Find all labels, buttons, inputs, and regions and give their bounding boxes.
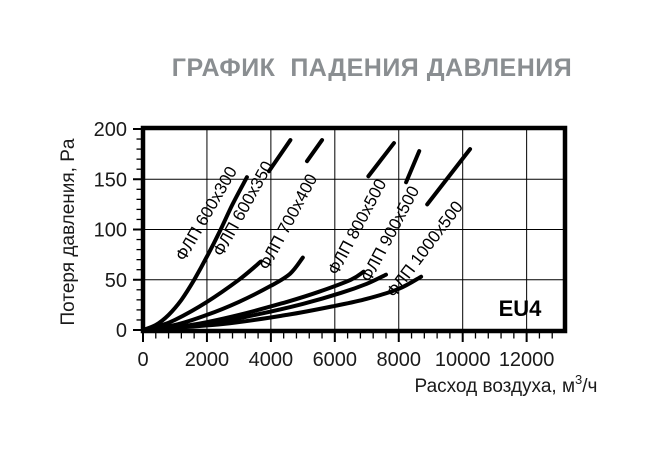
- curve-1-path: [141, 175, 249, 332]
- y-tick-label: 50: [105, 270, 127, 292]
- filter-class-annotation: EU4: [499, 296, 543, 321]
- x-tick-label: 2000: [185, 349, 230, 371]
- gridlines: [143, 128, 565, 330]
- curves: [141, 138, 473, 332]
- x-axis-label-sup: 3: [575, 372, 582, 387]
- chart-title: ГРАФИК ПАДЕНИЯ ДАВЛЕНИЯ: [171, 54, 573, 82]
- axis-ticks: [133, 128, 553, 342]
- x-tick-label: 0: [137, 349, 148, 371]
- curve-3-tail: [305, 138, 325, 164]
- curve-5-tail: [404, 149, 422, 185]
- x-tick-label: 4000: [249, 349, 294, 371]
- y-tick-label: 150: [94, 169, 127, 191]
- x-tick-label: 10000: [435, 349, 491, 371]
- y-axis-label: Потеря давления, Pa: [58, 138, 79, 325]
- x-tick-label: 8000: [377, 349, 422, 371]
- curve-2-tail: [266, 138, 293, 174]
- x-axis-label-rest: /ч: [582, 376, 597, 397]
- x-tick-label: 12000: [499, 349, 555, 371]
- y-tick-label: 0: [116, 320, 127, 342]
- x-tick-label: 6000: [313, 349, 358, 371]
- y-tick-label: 200: [94, 119, 127, 141]
- plot-border: [140, 125, 568, 334]
- curve-6-tail: [425, 147, 473, 207]
- tick-labels: 0 2000 4000 6000 8000 10000 12000 0 50 100 150 200: [94, 119, 555, 371]
- curve-4-tail: [366, 141, 396, 179]
- curve-6-path: [141, 274, 424, 332]
- x-axis-label-base: Расход воздуха, м: [415, 376, 576, 397]
- x-axis-label: Расход воздуха, м3/ч: [415, 372, 598, 397]
- curve-3-path: [141, 255, 305, 332]
- y-tick-label: 100: [94, 220, 127, 242]
